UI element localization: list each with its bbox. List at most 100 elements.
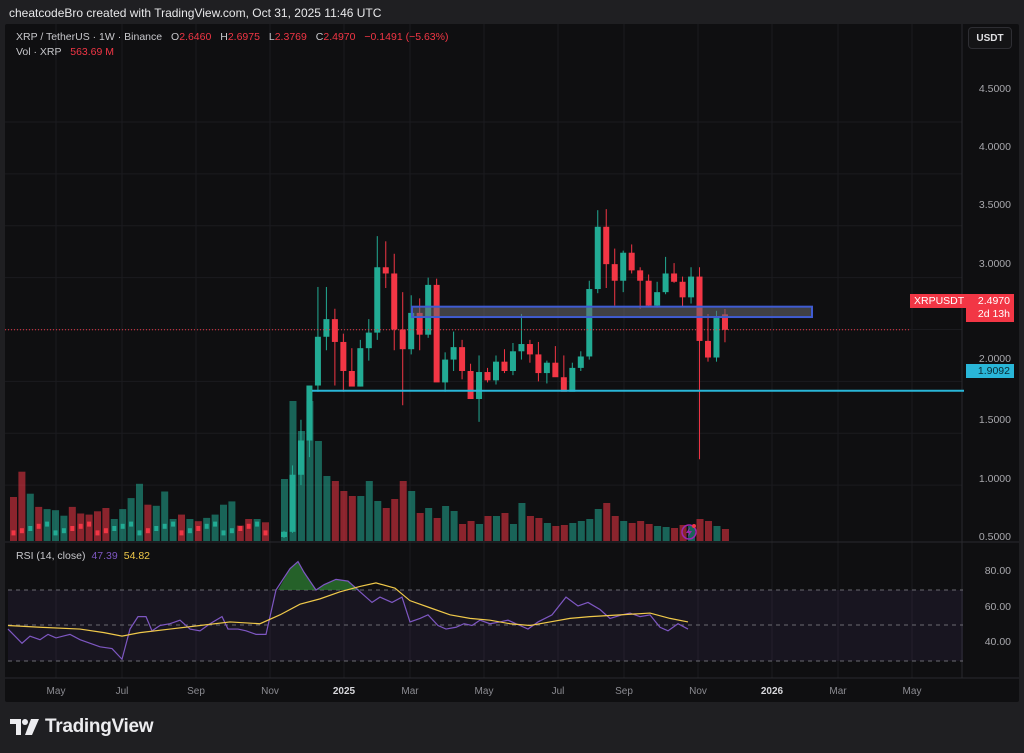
candle-body bbox=[628, 252, 635, 271]
candle-body bbox=[671, 273, 678, 282]
volume-bar bbox=[535, 518, 543, 541]
time-tick: Mar bbox=[401, 686, 419, 697]
volume-bar bbox=[340, 491, 348, 541]
candle-body bbox=[679, 281, 686, 298]
candle-body bbox=[365, 332, 372, 349]
candle-body bbox=[171, 521, 176, 527]
volume-bar bbox=[721, 529, 729, 541]
open-value: 2.6460 bbox=[179, 31, 212, 43]
volume-label[interactable]: Vol · XRP bbox=[16, 46, 62, 58]
candle-body bbox=[19, 528, 24, 534]
candle-body bbox=[61, 528, 66, 534]
candle-body bbox=[112, 526, 117, 531]
candle-body bbox=[662, 273, 669, 293]
candle-body bbox=[70, 526, 75, 531]
candle-body bbox=[187, 528, 192, 534]
price-tick: 4.0000 bbox=[978, 141, 1011, 153]
rsi-label[interactable]: RSI (14, close) bbox=[16, 550, 86, 562]
volume-bar bbox=[297, 431, 305, 541]
candle-body bbox=[263, 530, 268, 536]
volume-bar bbox=[253, 519, 261, 541]
price-tick: 2.0000 bbox=[978, 353, 1011, 365]
candle-body bbox=[569, 367, 576, 392]
volume-bar bbox=[144, 504, 152, 541]
candle-body bbox=[45, 521, 50, 527]
volume-bar bbox=[416, 513, 424, 541]
candle-body bbox=[459, 347, 466, 371]
volume-bar bbox=[518, 503, 526, 541]
candle-body bbox=[314, 336, 321, 386]
volume-bar bbox=[611, 516, 619, 541]
volume-bar bbox=[467, 521, 475, 541]
time-tick: Mar bbox=[829, 686, 847, 697]
candle-body bbox=[255, 521, 260, 527]
volume-bar bbox=[645, 524, 653, 541]
volume-bar bbox=[357, 496, 365, 541]
candle-body bbox=[594, 226, 601, 290]
volume-bar bbox=[331, 481, 339, 541]
volume-bar bbox=[203, 517, 211, 541]
volume-bar bbox=[577, 521, 585, 541]
volume-bar bbox=[705, 521, 712, 541]
volume-bar bbox=[306, 401, 314, 541]
volume-bar bbox=[637, 521, 645, 541]
candle-body bbox=[501, 361, 508, 371]
symbol-line[interactable]: XRP / TetherUS · 1W · Binance bbox=[16, 31, 163, 43]
candle-body bbox=[577, 356, 584, 368]
volume-bar bbox=[382, 508, 390, 541]
volume-bar bbox=[671, 528, 679, 541]
candle-body bbox=[535, 354, 542, 374]
candle-body bbox=[213, 521, 218, 527]
candle-body bbox=[518, 344, 525, 352]
last-price: 2.4970 bbox=[977, 295, 1010, 307]
candle-body bbox=[637, 270, 644, 281]
volume-bar bbox=[220, 504, 227, 541]
volume-bar bbox=[374, 501, 382, 541]
volume-bar bbox=[194, 521, 202, 541]
volume-bar bbox=[52, 510, 59, 541]
volume-bar bbox=[569, 523, 577, 541]
symbol-price-tag: XRPUSDT bbox=[910, 294, 969, 308]
volume-bar bbox=[654, 526, 662, 541]
candle-body bbox=[688, 276, 695, 298]
bar-countdown: 2d 13h bbox=[977, 308, 1010, 320]
alert-dot bbox=[692, 524, 696, 528]
candle-body bbox=[53, 530, 58, 536]
time-tick: Sep bbox=[187, 686, 205, 697]
volume-bar bbox=[696, 519, 704, 541]
volume-bar bbox=[348, 496, 356, 541]
time-tick: 2025 bbox=[332, 686, 356, 697]
candle-body bbox=[509, 351, 516, 371]
candle-body bbox=[543, 362, 550, 374]
candle-body bbox=[552, 362, 559, 378]
volume-bar bbox=[85, 514, 93, 541]
volume-bar bbox=[245, 519, 253, 541]
volume-bar bbox=[365, 481, 373, 541]
volume-bar bbox=[509, 524, 517, 541]
time-tick: Nov bbox=[689, 686, 707, 697]
volume-bar bbox=[102, 508, 110, 541]
candle-body bbox=[560, 377, 567, 392]
volume-bar bbox=[493, 516, 500, 541]
volume-bar bbox=[603, 503, 611, 541]
candle-body bbox=[221, 530, 226, 536]
volume-bar bbox=[136, 483, 143, 541]
candle-body bbox=[450, 347, 457, 360]
candle-body bbox=[476, 372, 483, 400]
volume-bar bbox=[442, 506, 450, 541]
currency-button[interactable]: USDT bbox=[968, 27, 1012, 49]
time-tick: Jul bbox=[115, 686, 129, 697]
volume-bar bbox=[10, 497, 17, 541]
time-tick: May bbox=[902, 686, 922, 697]
volume-bar bbox=[178, 514, 185, 541]
candle-body bbox=[179, 530, 184, 536]
volume-bar bbox=[450, 511, 458, 541]
volume-bar bbox=[476, 524, 484, 541]
high-value: 2.6975 bbox=[227, 31, 260, 43]
volume-bar bbox=[399, 481, 407, 541]
last-price-tag: 2.4970 2d 13h bbox=[966, 294, 1014, 322]
price-tick: 3.5000 bbox=[978, 199, 1011, 211]
rsi-overbought-fill bbox=[278, 561, 360, 590]
candle-body bbox=[87, 521, 92, 527]
